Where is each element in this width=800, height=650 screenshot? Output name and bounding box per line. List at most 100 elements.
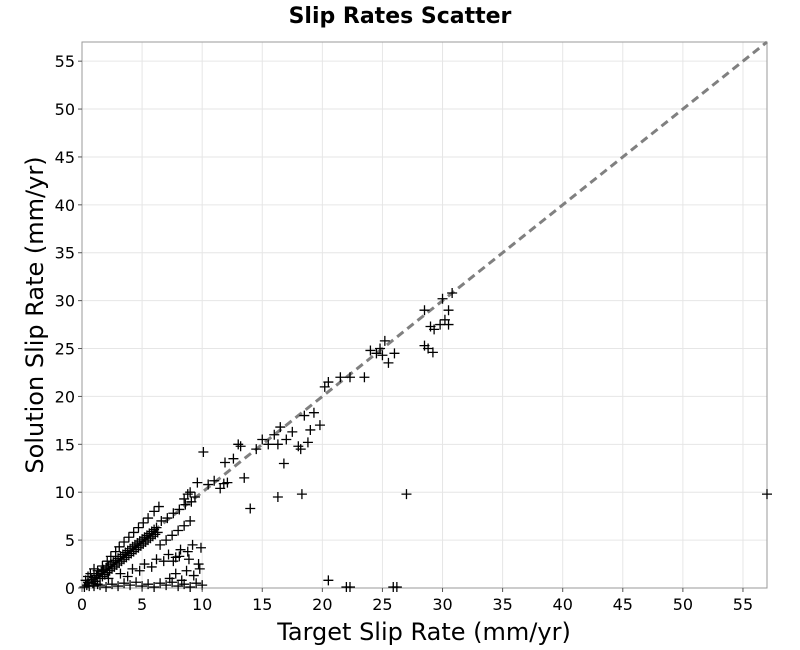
data-point-marker [308,407,319,418]
data-point-marker [127,563,138,574]
x-tick-label: 15 [252,595,272,614]
data-point-marker [138,517,149,528]
data-point-marker [359,372,370,383]
data-point-marker [185,515,196,526]
data-point-marker [389,348,400,359]
data-point-marker [272,439,283,450]
data-point-marker [209,475,220,486]
x-tick-label: 20 [312,595,332,614]
data-point-marker [175,544,186,555]
data-point-marker [182,546,193,557]
data-point-marker [305,424,316,435]
data-point-marker [181,565,192,576]
data-point-marker [185,582,196,593]
data-point-marker [80,575,91,586]
data-point-marker [107,579,118,590]
x-tick-label: 55 [733,595,753,614]
data-point-marker [189,492,200,502]
data-point-marker [302,437,313,448]
data-point-marker [335,372,346,383]
data-point-marker [119,578,130,589]
data-point-marker [375,343,386,354]
x-tick-label: 25 [372,595,392,614]
y-tick-label: 30 [55,292,75,311]
data-point-marker [391,582,402,593]
y-tick-label: 20 [55,387,75,406]
data-point-marker [139,559,150,570]
data-point-marker [233,439,244,450]
x-tick-label: 35 [492,595,512,614]
y-tick-label: 15 [55,435,75,454]
data-point-marker [153,501,164,512]
data-point-marker [762,489,772,500]
data-point-marker [151,522,162,533]
x-tick-label: 0 [77,595,87,614]
chart-title: Slip Rates Scatter [289,4,512,29]
data-point-marker [151,554,162,565]
data-point-marker [447,287,458,298]
y-tick-label: 50 [55,100,75,119]
data-point-marker [251,444,262,455]
x-tick-label: 5 [137,595,147,614]
data-point-marker [275,422,286,433]
data-point-marker [149,582,160,593]
y-tick-label: 5 [65,531,75,550]
data-point-marker [323,575,334,586]
data-point-marker [146,561,157,572]
data-point-marker [228,453,239,464]
data-point-marker [168,508,179,519]
data-point-marker [113,581,124,592]
data-point-marker [125,580,136,591]
data-point-marker [161,535,172,546]
data-point-marker [435,319,446,330]
data-point-marker [161,580,172,591]
data-point-marker [95,580,106,591]
data-point-marker [134,565,145,576]
data-point-marker [263,439,274,450]
data-point-marker [173,581,184,592]
data-point-marker [443,305,454,316]
y-tick-label: 25 [55,340,75,359]
data-point-marker [174,504,185,515]
data-point-marker [220,457,231,468]
data-point-marker [173,525,184,536]
x-tick-label: 40 [553,595,573,614]
data-point-marker [443,319,454,330]
data-point-marker [167,530,178,541]
data-point-marker [188,570,199,581]
data-point-marker [193,559,204,570]
data-point-marker [156,515,167,526]
data-points [79,287,772,593]
data-point-marker [174,551,185,562]
data-point-marker [162,513,173,524]
data-point-marker [198,446,209,457]
data-point-marker [183,554,194,565]
y-tick-label: 45 [55,148,75,167]
data-point-marker [203,479,214,490]
data-point-marker [192,477,203,488]
x-tick-label: 10 [192,595,212,614]
data-point-marker [97,560,108,571]
data-point-marker [155,578,166,589]
x-tick-label: 30 [432,595,452,614]
data-point-marker [296,489,307,500]
data-point-marker [437,293,448,304]
data-point-marker [131,577,142,588]
data-point-marker [176,575,187,586]
data-point-marker [191,578,202,589]
data-point-marker [269,429,280,440]
data-point-marker [164,573,175,584]
data-point-marker [114,541,125,552]
data-point-marker [179,520,190,531]
data-point-marker [222,477,233,488]
data-point-marker [143,579,154,590]
data-point-marker [365,345,376,356]
data-point-marker [105,551,116,562]
data-point-marker [150,529,161,540]
data-point-marker [123,532,134,543]
y-axis-label: Solution Slip Rate (mm/yr) [21,156,49,473]
data-point-marker [152,527,163,538]
data-point-marker [187,539,198,550]
data-point-marker [89,581,100,592]
